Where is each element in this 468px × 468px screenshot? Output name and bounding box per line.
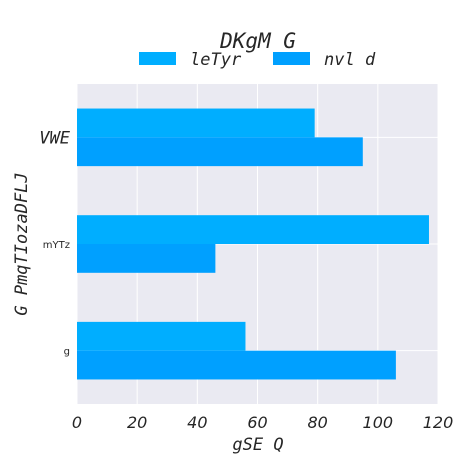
bar-1-1 (77, 108, 315, 138)
x-tick-label: 0 (72, 413, 82, 432)
legend-swatch-series-2 (273, 52, 310, 65)
x-tick-label: 80 (307, 413, 327, 432)
y-tick-label: mYTz (43, 240, 70, 251)
y-tick-label: g (64, 347, 70, 358)
bar-1-2 (77, 215, 429, 244)
bar-2-3 (77, 350, 396, 380)
y-tick-labels: VWE mYTz g (39, 128, 70, 357)
y-tick-label: VWE (39, 128, 70, 148)
x-tick-label: 60 (247, 413, 267, 432)
x-tick-label: 40 (187, 413, 207, 432)
legend-label-series-1: leTyr (190, 50, 242, 70)
legend-label-series-2: nvl d (324, 50, 376, 70)
legend: leTyr nvl d (139, 50, 376, 70)
x-tick-label: 100 (363, 413, 394, 432)
bar-2-2 (77, 244, 216, 273)
chart-title: DKgM G (219, 29, 296, 53)
x-tick-label: 20 (127, 413, 147, 432)
x-tick-labels: 0 20 40 60 80 100 120 (72, 413, 453, 432)
x-axis-label: gSE Q (232, 435, 283, 455)
x-tick-label: 120 (423, 413, 454, 432)
y-axis-label: G PmqTIozaDFLJ (12, 172, 32, 315)
bar-2-1 (77, 137, 363, 167)
bars (77, 108, 429, 380)
legend-swatch-series-1 (139, 52, 176, 65)
bar-1-3 (77, 321, 246, 351)
